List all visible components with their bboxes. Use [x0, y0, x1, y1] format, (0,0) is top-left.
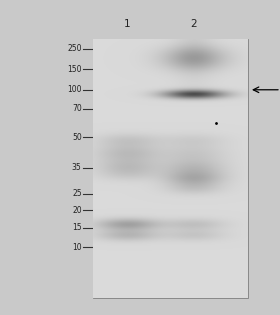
Text: 1: 1 [124, 19, 130, 29]
FancyBboxPatch shape [93, 39, 248, 298]
Text: 25: 25 [72, 189, 82, 198]
Text: 250: 250 [67, 44, 82, 53]
Text: 70: 70 [72, 104, 82, 113]
Text: 20: 20 [72, 206, 82, 215]
Text: 150: 150 [67, 65, 82, 74]
Text: 35: 35 [72, 163, 82, 172]
Text: 10: 10 [72, 243, 82, 252]
Text: 50: 50 [72, 133, 82, 141]
Text: 2: 2 [190, 19, 197, 29]
Text: 100: 100 [67, 85, 82, 94]
Text: 15: 15 [72, 223, 82, 232]
